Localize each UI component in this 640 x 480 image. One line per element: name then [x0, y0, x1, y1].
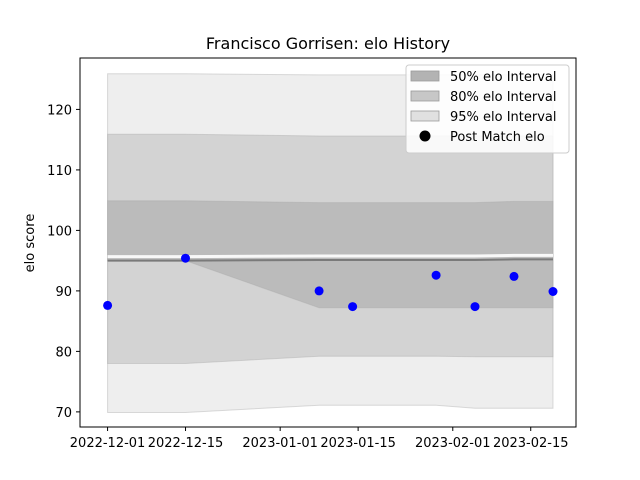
legend-swatch [410, 90, 440, 102]
y-axis-label: elo score [23, 214, 38, 273]
data-point [470, 302, 480, 312]
interval-bands [107, 73, 554, 413]
y-axis: 70 80 90 100 110 120 [47, 103, 80, 421]
x-tick-label: 2022-12-01 [70, 436, 146, 451]
data-point [509, 271, 519, 281]
y-tick-label: 110 [47, 164, 72, 179]
plot-frame [79, 57, 577, 428]
legend-box [405, 64, 570, 154]
data-point [314, 286, 324, 296]
median-line [107, 258, 553, 262]
legend-label: 50% elo Interval [450, 70, 557, 85]
y-tick-label: 90 [55, 285, 72, 300]
data-point [103, 300, 113, 310]
band-50-interval [107, 200, 554, 309]
y-tick-label: 80 [55, 345, 72, 360]
y-tick-label: 70 [55, 406, 72, 421]
data-point [181, 253, 190, 263]
legend-swatch [410, 110, 440, 122]
legend: 50% elo Interval 80% elo Interval 95% elo … [405, 64, 570, 154]
data-point [348, 302, 358, 312]
x-tick-label: 2023-02-15 [493, 436, 569, 451]
y-tick-label: 120 [47, 103, 72, 118]
chart-title: Francisco Gorrisen: elo History [206, 34, 450, 53]
legend-label: Post Match elo [450, 130, 545, 145]
legend-swatch [410, 70, 440, 82]
median-line-group [107, 253, 553, 262]
data-point [548, 287, 558, 296]
legend-label: 95% elo Interval [450, 110, 557, 125]
post-match-points [103, 253, 558, 312]
legend-label: 80% elo Interval [450, 90, 557, 105]
median-highlight-line [107, 253, 553, 259]
x-tick-label: 2023-01-01 [242, 436, 318, 451]
x-tick-label: 2023-01-15 [320, 436, 396, 451]
x-tick-label: 2022-12-15 [148, 436, 224, 451]
x-tick-label: 2023-02-01 [415, 436, 491, 451]
legend-marker [419, 130, 431, 142]
data-point [431, 270, 441, 280]
y-tick-label: 100 [47, 224, 72, 239]
x-axis: 2022-12-01 2022-12-15 2023-01-01 2023-01-15… [70, 427, 569, 451]
